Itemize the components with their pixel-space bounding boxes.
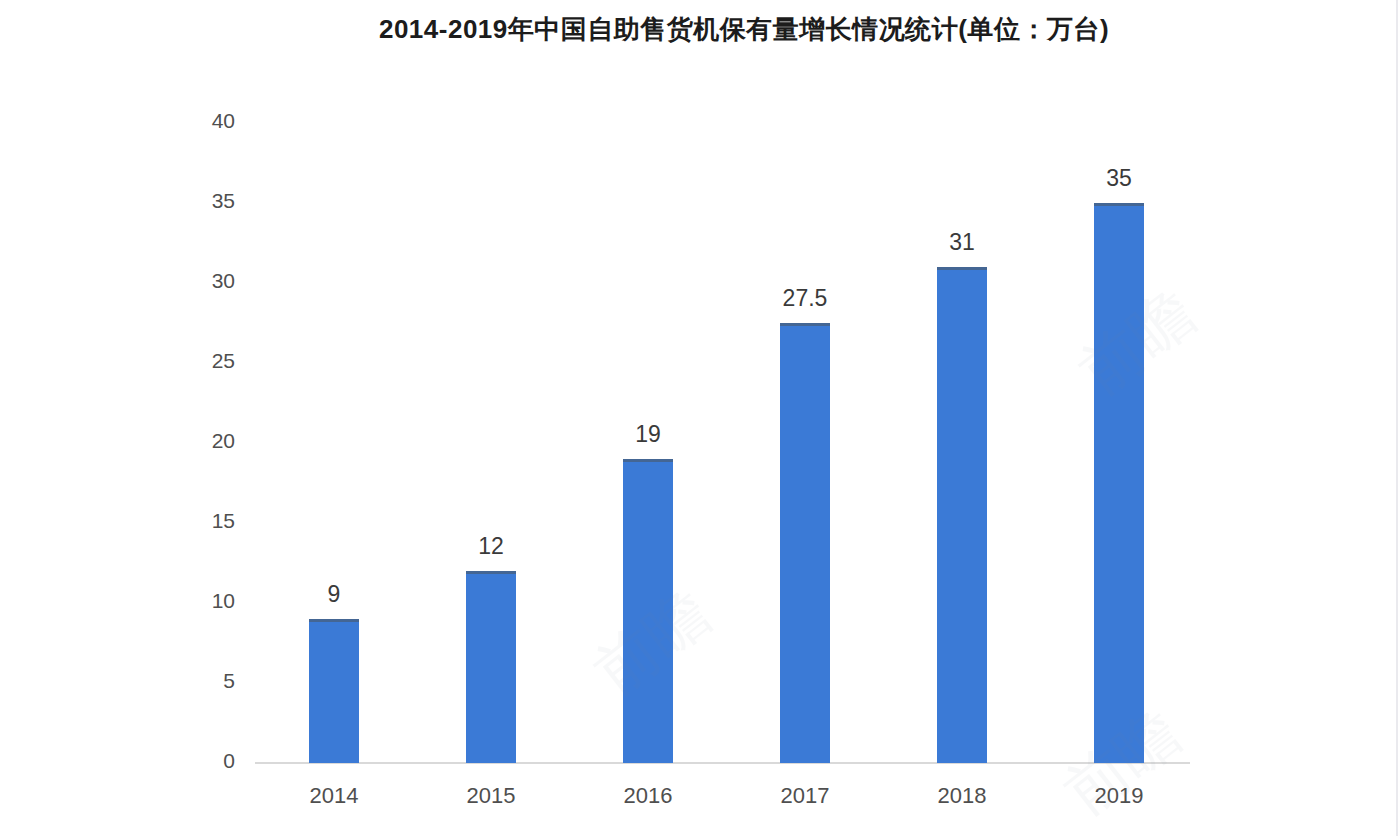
x-axis-baseline [255,762,1190,764]
x-axis-tick-label: 2015 [467,783,516,809]
y-axis-tick-label: 5 [175,669,235,693]
y-axis-tick-label: 20 [175,429,235,453]
y-axis-tick-label: 40 [175,109,235,133]
chart-canvas: 2014-2019年中国自助售货机保有量增长情况统计(单位：万台) 051015… [0,0,1400,836]
y-axis-tick-label: 10 [175,589,235,613]
y-axis-tick-label: 0 [175,749,235,773]
y-axis-tick-label: 25 [175,349,235,373]
x-axis-tick-label: 2014 [310,783,359,809]
bar [1094,203,1144,763]
bar-value-label: 9 [328,581,341,608]
x-axis-tick-label: 2018 [938,783,987,809]
y-axis-tick-label: 30 [175,269,235,293]
x-axis-tick-label: 2017 [781,783,830,809]
image-edge-divider [1396,0,1398,836]
bar [466,571,516,763]
plot-area: 0 5 10 15 20 25 30 35 40 9 2014 12 2015 19 2016 27.5 201… [0,0,1400,836]
bar-value-label: 31 [949,229,975,256]
bar [780,323,830,763]
bar [937,267,987,763]
bar-value-label: 19 [635,421,661,448]
bar [309,619,359,763]
bar-value-label: 27.5 [783,285,828,312]
y-axis-tick-label: 15 [175,509,235,533]
x-axis-tick-label: 2019 [1095,783,1144,809]
bar [623,459,673,763]
x-axis-tick-label: 2016 [624,783,673,809]
bar-value-label: 35 [1106,165,1132,192]
y-axis-tick-label: 35 [175,189,235,213]
bar-value-label: 12 [478,533,504,560]
